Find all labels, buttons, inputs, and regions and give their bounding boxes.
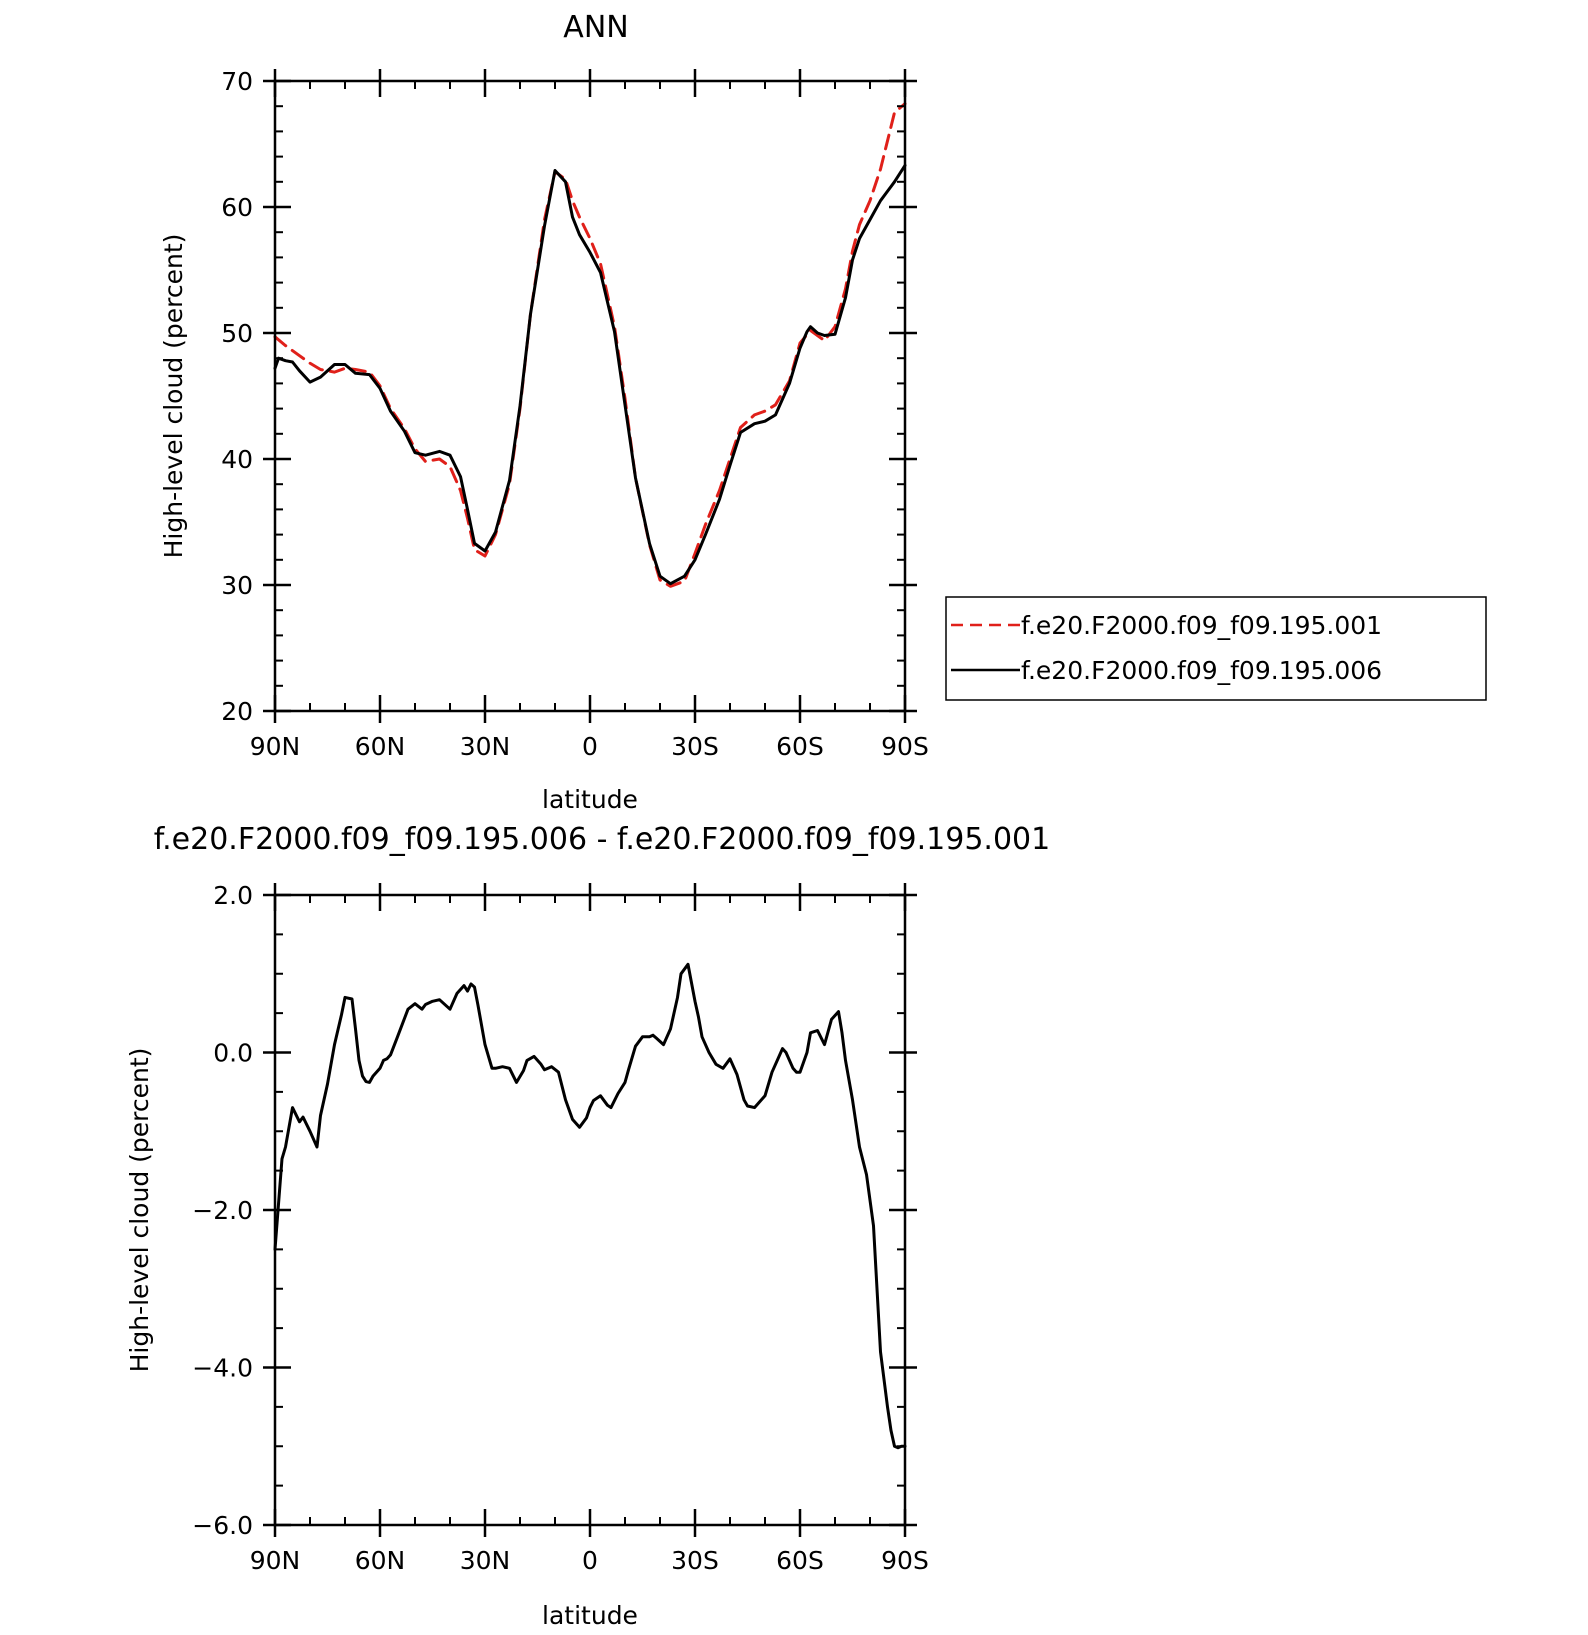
bottom-plot-title: f.e20.F2000.f09_f09.195.006 - f.e20.F200… (154, 822, 1050, 857)
top-y-tick-label: 30 (221, 571, 253, 600)
top-y-tick-label: 40 (221, 445, 253, 474)
bottom-y-axis-title: High-level cloud (percent) (125, 1048, 154, 1373)
top-y-tick-label: 70 (221, 67, 253, 96)
top-series-line-0 (273, 102, 907, 588)
top-ticks (263, 69, 917, 723)
top-plot-frame (273, 79, 907, 713)
bottom-y-tick-label: 0.0 (213, 1039, 253, 1068)
top-x-tick-label: 0 (582, 732, 598, 761)
bottom-x-tick-label: 90N (250, 1546, 301, 1575)
top-x-tick-label: 90N (250, 732, 301, 761)
top-x-tick-label: 30S (671, 732, 719, 761)
bottom-y-tick-label: −6.0 (192, 1511, 253, 1540)
top-x-tick-label: 60S (776, 732, 824, 761)
bottom-plot-frame (273, 893, 907, 1527)
legend-box (945, 596, 1487, 701)
legend-label-control: f.e20.F2000.f09_f09.195.001 (1021, 611, 1382, 640)
bottom-series-line-0 (273, 962, 907, 1450)
bottom-x-tick-label: 30N (460, 1546, 511, 1575)
top-x-axis-title: latitude (542, 785, 638, 814)
bottom-x-tick-label: 60N (355, 1546, 406, 1575)
bottom-ticks (263, 883, 917, 1537)
top-x-tick-label: 30N (460, 732, 511, 761)
bottom-x-tick-label: 0 (582, 1546, 598, 1575)
top-y-tick-label: 50 (221, 319, 253, 348)
bottom-y-tick-label: −4.0 (192, 1354, 253, 1383)
bottom-x-tick-label: 30S (671, 1546, 719, 1575)
bottom-x-axis-title: latitude (542, 1601, 638, 1630)
bottom-y-tick-label: −2.0 (192, 1196, 253, 1225)
bottom-y-tick-label: 2.0 (213, 881, 253, 910)
top-y-tick-label: 20 (221, 697, 253, 726)
bottom-x-tick-labels: 90N 60N 30N 0 30S 60S 90S (250, 1546, 929, 1575)
top-y-tick-label: 60 (221, 193, 253, 222)
top-y-tick-labels: 20 30 40 50 60 70 (221, 67, 253, 726)
bottom-x-tick-label: 60S (776, 1546, 824, 1575)
top-series-layer (273, 102, 907, 588)
top-panel: ANN 90N 60N 30N 0 30S 60S 90S 20 30 40 50 60 70 lat… (159, 10, 1487, 814)
legend-label-test: f.e20.F2000.f09_f09.195.006 (1021, 656, 1382, 685)
top-y-axis-title: High-level cloud (percent) (159, 234, 188, 559)
top-plot-title: ANN (563, 10, 628, 45)
bottom-y-tick-labels: 2.0 0.0 −2.0 −4.0 −6.0 (192, 881, 253, 1540)
top-x-tick-label: 90S (881, 732, 929, 761)
bottom-series-layer (273, 962, 907, 1450)
bottom-panel: f.e20.F2000.f09_f09.195.006 - f.e20.F200… (125, 822, 1050, 1630)
bottom-x-tick-label: 90S (881, 1546, 929, 1575)
top-x-tick-label: 60N (355, 732, 406, 761)
top-series-line-1 (273, 163, 907, 586)
top-x-tick-labels: 90N 60N 30N 0 30S 60S 90S (250, 732, 929, 761)
legend: f.e20.F2000.f09_f09.195.001 f.e20.F2000.… (945, 596, 1487, 701)
